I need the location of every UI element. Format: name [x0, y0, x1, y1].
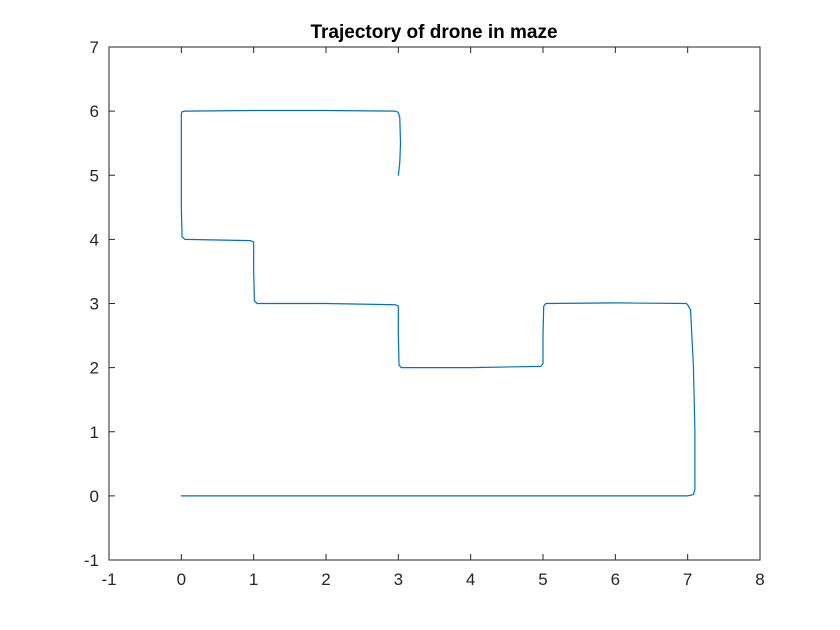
x-tick-label: 8 — [755, 570, 764, 589]
series-layer — [180, 109, 696, 497]
y-tick-label: 4 — [90, 230, 99, 249]
y-tick-label: 5 — [90, 166, 99, 185]
x-tick-label: 3 — [394, 570, 403, 589]
x-tick-label: 1 — [249, 570, 258, 589]
x-tick-label: 0 — [177, 570, 186, 589]
y-tick-label: -1 — [84, 551, 99, 570]
y-tick-label: 2 — [90, 359, 99, 378]
y-tick-label: 0 — [90, 487, 99, 506]
y-tick-label: 1 — [90, 423, 99, 442]
x-tick-label: 7 — [683, 570, 692, 589]
x-tick-label: 6 — [611, 570, 620, 589]
x-tick-label: 5 — [538, 570, 547, 589]
x-tick-label: 4 — [466, 570, 475, 589]
y-tick-label: 7 — [90, 38, 99, 57]
chart-title: Trajectory of drone in maze — [310, 22, 557, 43]
x-tick-label: 2 — [321, 570, 330, 589]
series-line-0 — [180, 109, 696, 497]
tick-layer: -1 0 1 2 3 4 5 6 7 8 -1 0 1 2 3 4 5 6 7 — [84, 38, 765, 589]
y-tick-label: 6 — [90, 102, 99, 121]
y-tick-label: 3 — [90, 295, 99, 314]
x-tick-label: -1 — [101, 570, 116, 589]
